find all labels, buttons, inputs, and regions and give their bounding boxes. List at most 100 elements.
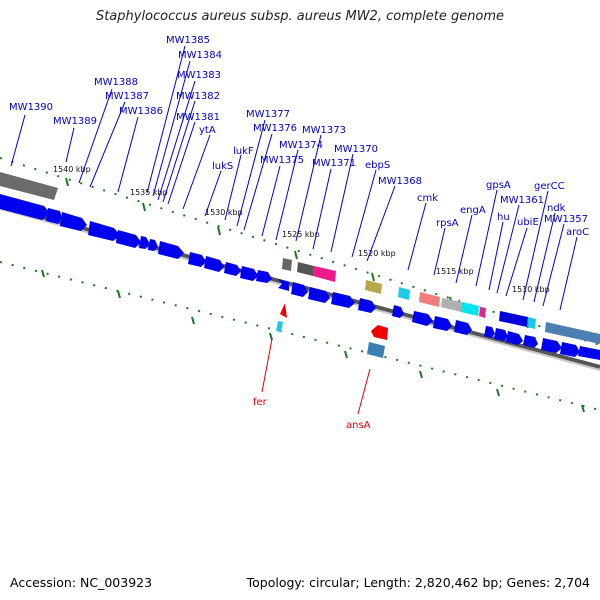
gene-arrow — [494, 328, 508, 341]
gene-labels: MW1390 MW1389 MW1388 MW1387 MW1386 MW138… — [9, 35, 589, 238]
gene-block-blue — [499, 311, 528, 327]
gene-label: MW1375 — [260, 155, 304, 166]
gene-arrow — [454, 320, 472, 335]
major-ticks — [41, 177, 585, 413]
gene-label: lukS — [212, 161, 233, 172]
accession-label: Accession: NC_003923 — [10, 575, 153, 590]
gene-arrow — [116, 230, 141, 248]
gene-arrow — [0, 194, 50, 220]
gene-arrow — [204, 256, 224, 272]
gene-arrow — [433, 316, 452, 331]
gene-label: lukF — [233, 146, 254, 157]
rna-block — [367, 342, 385, 358]
genome-summary: Topology: circular; Length: 2,820,462 bp… — [246, 575, 590, 590]
gene-arrow — [560, 342, 580, 357]
gene-arrow — [139, 236, 150, 249]
gene-arrow — [541, 338, 562, 353]
gene-label: MW1377 — [246, 109, 290, 120]
gene-label: gpsA — [486, 180, 511, 191]
rna-leaders — [261, 338, 371, 415]
scale-labels: 1540 kbp 1535 kbp 1530 kbp 1525 kbp 1520… — [53, 165, 550, 294]
gene-block-steel — [545, 322, 600, 344]
scale-label: 1535 kbp — [130, 188, 168, 197]
gene-label: MW1370 — [334, 144, 378, 155]
gene-label: ebpS — [365, 160, 390, 171]
gene-label: MW1385 — [166, 35, 210, 46]
gene-block-olive — [365, 280, 382, 294]
gene-label: MW1371 — [312, 158, 356, 169]
gene-arrow — [506, 331, 523, 345]
gene-label: engA — [460, 205, 486, 216]
gene-label: aroC — [566, 227, 589, 238]
gene-arrow — [224, 262, 241, 276]
gene-arrow — [308, 287, 330, 303]
gene-block-grey — [0, 172, 58, 200]
scale-label: 1525 kbp — [282, 230, 320, 239]
gene-arrow — [392, 305, 404, 318]
gene-block-magenta — [313, 266, 336, 282]
scale-label: 1530 kbp — [205, 208, 243, 217]
gene-arrow — [158, 241, 184, 259]
gene-label: MW1376 — [253, 123, 297, 134]
scale-label: 1520 kbp — [358, 249, 396, 258]
gene-label: ndk — [547, 203, 566, 214]
gene-label: MW1386 — [119, 106, 163, 117]
label-leaders — [10, 45, 578, 311]
gene-label: MW1387 — [105, 91, 149, 102]
gene-label: MW1383 — [177, 70, 221, 81]
gene-label: MW1373 — [302, 125, 346, 136]
gene-arrow — [60, 212, 87, 231]
gene-block-salmon — [419, 292, 440, 307]
gene-label: MW1384 — [178, 50, 222, 61]
rna-arrow — [280, 303, 287, 318]
gene-arrow — [331, 292, 355, 308]
gene-arrow — [188, 252, 206, 267]
gene-block-magenta — [479, 307, 486, 318]
gene-block-cyan — [527, 317, 536, 329]
gene-label: hu — [497, 212, 510, 223]
gene-block-cyan — [398, 287, 410, 300]
gene-arrow — [148, 239, 158, 251]
colored-genes-upper — [282, 258, 600, 344]
gene-label: MW1357 — [544, 214, 588, 225]
scale-label: 1515 kbp — [436, 267, 474, 276]
scale-label: 1510 kbp — [512, 285, 550, 294]
forward-genes — [0, 194, 272, 283]
gene-label: rpsA — [436, 218, 459, 229]
gene-arrow — [240, 266, 258, 281]
rna-features — [276, 303, 388, 358]
gene-arrow — [578, 346, 600, 360]
rna-label: ansA — [346, 420, 371, 431]
gene-arrow — [46, 208, 62, 224]
gene-label: MW1368 — [378, 176, 422, 187]
gene-block-grey — [282, 258, 292, 271]
lower-genes — [278, 279, 600, 360]
gene-arrow — [291, 282, 308, 297]
gene-label: MW1381 — [176, 112, 220, 123]
gene-label: MW1388 — [94, 77, 138, 88]
gene-label: MW1390 — [9, 102, 53, 113]
gene-arrow — [88, 221, 120, 241]
rna-arrow — [371, 325, 388, 340]
gene-block-lightgrey — [441, 298, 462, 312]
gene-arrow — [256, 270, 272, 283]
rna-labels: fer ansA — [253, 397, 371, 431]
scale-label: 1540 kbp — [53, 165, 91, 174]
gene-label: MW1374 — [279, 140, 323, 151]
gene-label: gerCC — [534, 181, 565, 192]
map-title: Staphylococcus aureus subsp. aureus MW2,… — [95, 9, 505, 24]
gene-label: ubiE — [517, 217, 539, 228]
gene-arrow — [358, 298, 376, 313]
rna-label: fer — [253, 397, 268, 408]
gene-label: MW1389 — [53, 116, 97, 127]
gene-label: ytA — [199, 125, 216, 136]
gene-label: cmk — [417, 193, 438, 204]
gene-arrow — [278, 279, 289, 291]
gene-block-cyan — [461, 302, 479, 316]
gene-label: MW1361 — [500, 195, 544, 206]
rna-block — [276, 321, 283, 332]
gene-label: MW1382 — [176, 91, 220, 102]
gene-arrow — [523, 335, 538, 348]
gene-arrow — [412, 311, 433, 326]
